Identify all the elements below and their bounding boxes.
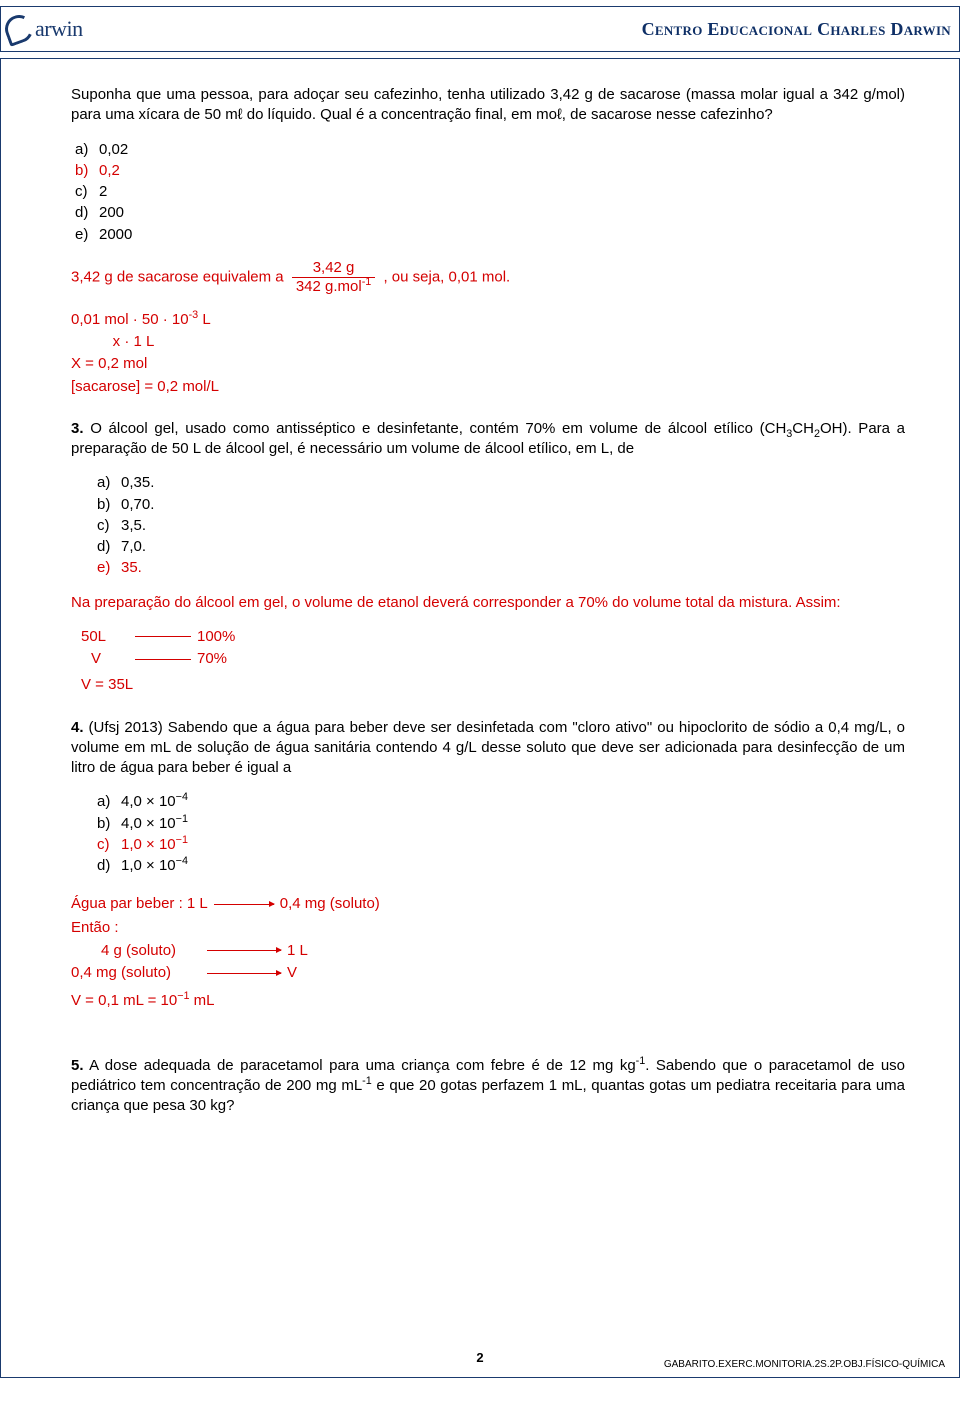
swirl-icon xyxy=(5,15,33,43)
q2-sol-line5: [sacarose] = 0,2 mol/L xyxy=(71,377,905,397)
footer-code: GABARITO.EXERC.MONITORIA.2S.2P.OBJ.FÍSIC… xyxy=(664,1358,945,1372)
q3-options: a)0,35. b)0,70. c)3,5. d)7,0. e)35. xyxy=(71,473,905,578)
page-number: 2 xyxy=(476,1349,483,1367)
q3-sol-text: Na preparação do álcool em gel, o volume… xyxy=(71,593,905,613)
q2-sol-line3: x · 1 L xyxy=(71,332,905,352)
q4-sol-l4: 0,4 mg (soluto) V xyxy=(71,963,905,983)
q2-opt-a: a)0,02 xyxy=(75,140,905,160)
q2-solution: 3,42 g de sacarose equivalem a 3,42 g 34… xyxy=(71,259,905,397)
q4-sol-l3: 4 g (soluto) 1 L xyxy=(71,941,905,961)
q3-opt-e: e)35. xyxy=(97,558,905,578)
q4-sol-l2: Então : xyxy=(71,918,905,938)
q2-prompt: Suponha que uma pessoa, para adoçar seu … xyxy=(71,85,905,126)
logo-text: arwin xyxy=(35,14,83,44)
q2-opt-d: d)200 xyxy=(75,203,905,223)
q4-opt-a: a)4,0 × 10−4 xyxy=(97,792,905,812)
q5-prompt: 5. A dose adequada de paracetamol para u… xyxy=(71,1056,905,1117)
q4-opt-c: c)1,0 × 10−1 xyxy=(97,835,905,855)
arrow-icon xyxy=(214,904,274,905)
q4-opt-d: d)1,0 × 10−4 xyxy=(97,856,905,876)
q3-opt-b: b)0,70. xyxy=(97,495,905,515)
q2-opt-c: c)2 xyxy=(75,182,905,202)
page-header: arwin Centro Educacional Charles Darwin xyxy=(0,6,960,52)
q2-sol-line2: 0,01 mol · 50 · 10-3 L xyxy=(71,310,905,330)
content-frame: Suponha que uma pessoa, para adoçar seu … xyxy=(0,58,960,1378)
page-footer: 2 GABARITO.EXERC.MONITORIA.2S.2P.OBJ.FÍS… xyxy=(1,1358,959,1372)
q3-eq1: 50L 100% xyxy=(81,627,905,647)
fraction: 3,42 g 342 g.mol-1 xyxy=(292,259,375,296)
q4-options: a)4,0 × 10−4 b)4,0 × 10−1 c)1,0 × 10−1 d… xyxy=(71,792,905,876)
q2-sol-line1: 3,42 g de sacarose equivalem a 3,42 g 34… xyxy=(71,259,905,296)
q3-eq2: V 70% xyxy=(81,649,905,669)
q3-prompt: 3. O álcool gel, usado como antisséptico… xyxy=(71,419,905,460)
q3-opt-d: d)7,0. xyxy=(97,537,905,557)
q2-opt-b: b)0,2 xyxy=(75,161,905,181)
q4-solution: Água par beber : 1 L 0,4 mg (soluto) Ent… xyxy=(71,894,905,1011)
institution-title: Centro Educacional Charles Darwin xyxy=(642,17,951,41)
q3-eq3: V = 35L xyxy=(81,675,905,695)
q2-options: a)0,02 b)0,2 c)2 d)200 e)2000 xyxy=(71,140,905,245)
arrow-icon xyxy=(207,950,281,951)
q3-opt-c: c)3,5. xyxy=(97,516,905,536)
q2-sol-line4: X = 0,2 mol xyxy=(71,354,905,374)
q4-sol-l1: Água par beber : 1 L 0,4 mg (soluto) xyxy=(71,894,905,914)
q4-sol-l5: V = 0,1 mL = 10−1 mL xyxy=(71,991,905,1011)
q4-opt-b: b)4,0 × 10−1 xyxy=(97,814,905,834)
logo: arwin xyxy=(5,14,83,44)
q2-opt-e: e)2000 xyxy=(75,225,905,245)
q3-opt-a: a)0,35. xyxy=(97,473,905,493)
q4-prompt: 4. (Ufsj 2013) Sabendo que a água para b… xyxy=(71,718,905,779)
arrow-icon xyxy=(207,973,281,974)
q3-solution: 50L 100% V 70% V = 35L xyxy=(71,627,905,696)
